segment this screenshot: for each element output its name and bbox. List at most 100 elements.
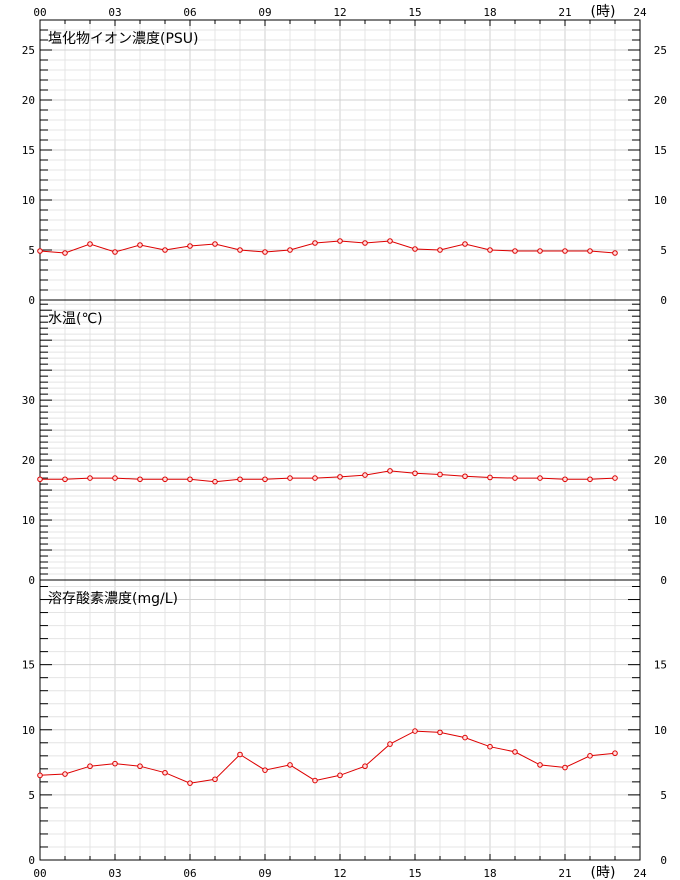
- data-point: [262, 476, 268, 483]
- data-point: [412, 470, 418, 477]
- data-point: [212, 776, 218, 783]
- x-tick-label-top: 06: [183, 6, 196, 19]
- y-tick-label-left: 10: [22, 724, 35, 737]
- x-tick-label-bottom: 09: [258, 867, 271, 880]
- data-point: [262, 249, 268, 255]
- data-point: [362, 472, 368, 478]
- data-point: [312, 240, 318, 246]
- data-point: [512, 248, 518, 254]
- data-point: [62, 476, 68, 483]
- data-point: [412, 246, 418, 252]
- data-point: [462, 734, 468, 741]
- text-layer: (時) (時) 00000303060609091212151518182121…: [22, 4, 667, 880]
- series-line: [39, 240, 616, 254]
- data-point: [537, 248, 543, 254]
- data-point: [212, 241, 218, 247]
- series-line: [39, 730, 616, 784]
- y-tick-label-right: 20: [654, 454, 667, 467]
- y-tick-label-right: 30: [654, 394, 667, 407]
- series-line: [40, 470, 616, 483]
- data-point: [387, 468, 393, 474]
- data-point: [562, 764, 568, 771]
- series-layer: [37, 238, 618, 786]
- data-point: [437, 247, 443, 253]
- y-tick-label-right: 15: [654, 659, 667, 672]
- y-tick-label-right: 5: [660, 244, 667, 257]
- data-point: [212, 478, 218, 485]
- data-point: [387, 741, 393, 747]
- data-point: [612, 250, 618, 256]
- data-point: [562, 476, 568, 483]
- data-point: [337, 474, 343, 480]
- y-tick-label-left: 20: [22, 94, 35, 107]
- y-tick-label-right: 20: [654, 94, 667, 107]
- data-point: [562, 248, 568, 254]
- data-point: [337, 772, 343, 779]
- data-point: [412, 728, 418, 734]
- y-tick-label-right: 10: [654, 194, 667, 207]
- data-point: [162, 247, 168, 253]
- data-point: [512, 475, 518, 481]
- data-point: [237, 751, 243, 758]
- x-tick-label-top: 12: [333, 6, 346, 19]
- data-point: [112, 249, 118, 255]
- data-point: [237, 247, 243, 253]
- data-point: [462, 473, 468, 480]
- data-point: [612, 750, 618, 757]
- data-point: [337, 238, 343, 244]
- y-tick-label-left: 10: [22, 194, 35, 207]
- data-point: [537, 475, 543, 481]
- x-tick-label-top: 24: [633, 6, 647, 19]
- y-tick-label-left: 15: [22, 144, 35, 157]
- x-unit-label-top: (時): [591, 4, 616, 20]
- data-point: [137, 763, 143, 770]
- data-point: [187, 476, 193, 483]
- data-point: [487, 474, 493, 481]
- data-point: [87, 241, 93, 247]
- data-point: [37, 476, 43, 483]
- y-tick-label-right: 25: [654, 44, 667, 57]
- data-point: [237, 476, 243, 483]
- x-tick-label-bottom: 21: [558, 867, 571, 880]
- data-point: [87, 475, 93, 481]
- data-point: [487, 743, 493, 750]
- data-point: [612, 475, 618, 481]
- data-point: [287, 247, 293, 253]
- panel-title: 塩化物イオン濃度(PSU): [48, 31, 199, 47]
- y-tick-label-left: 5: [28, 789, 35, 802]
- x-tick-label-bottom: 03: [108, 867, 121, 880]
- axes-layer: [39, 19, 641, 861]
- x-tick-label-top: 00: [33, 6, 46, 19]
- data-point: [162, 476, 168, 483]
- data-point: [62, 771, 68, 777]
- data-point: [587, 753, 593, 759]
- x-tick-label-bottom: 12: [333, 867, 346, 880]
- data-point: [387, 238, 393, 244]
- data-point: [587, 476, 593, 483]
- y-tick-label-right: 0: [660, 854, 667, 867]
- data-point: [112, 760, 118, 767]
- data-point: [462, 241, 468, 247]
- y-tick-label-right: 10: [654, 724, 667, 737]
- y-tick-label-right: 0: [660, 574, 667, 587]
- data-point: [512, 749, 518, 755]
- y-tick-label-left: 20: [22, 454, 35, 467]
- data-point: [287, 475, 293, 481]
- data-point: [312, 475, 318, 481]
- data-point: [37, 248, 43, 254]
- grid-layer: [40, 20, 640, 860]
- data-point: [262, 767, 268, 773]
- y-tick-label-right: 15: [654, 144, 667, 157]
- data-point: [187, 243, 193, 249]
- data-point: [112, 475, 118, 481]
- x-tick-label-top: 15: [408, 6, 421, 19]
- y-tick-label-left: 0: [28, 294, 35, 307]
- data-point: [37, 772, 43, 779]
- y-tick-label-left: 25: [22, 44, 35, 57]
- data-point: [137, 476, 143, 483]
- data-point: [287, 762, 293, 768]
- x-tick-label-bottom: 24: [633, 867, 647, 880]
- data-point: [437, 471, 443, 478]
- data-point: [62, 250, 68, 256]
